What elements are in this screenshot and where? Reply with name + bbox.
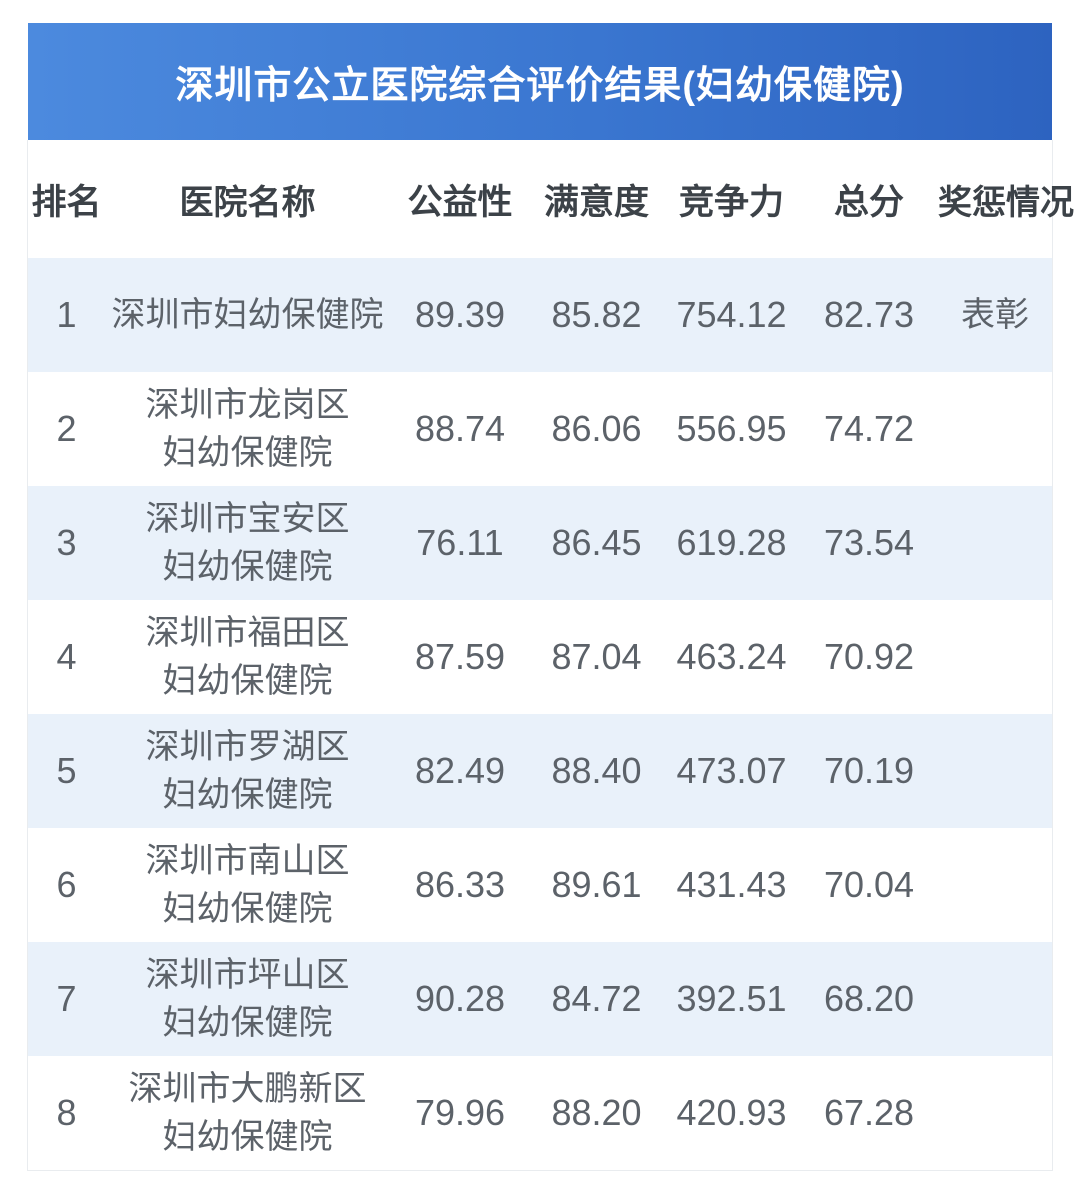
cell-satisfaction: 85.82 xyxy=(551,294,642,336)
column-header-competitiveness: 竞争力 xyxy=(678,182,784,222)
cell-competitiveness: 619.28 xyxy=(676,522,787,564)
cell-rank: 3 xyxy=(56,522,77,564)
column-header-satisfaction: 满意度 xyxy=(543,182,649,222)
cell-total-score: 70.04 xyxy=(823,864,915,906)
table-row: 3 深圳市宝安区 妇幼保健院 76.11 86.45 619.28 73.54 xyxy=(28,486,1052,600)
cell-public-welfare: 76.11 xyxy=(416,522,504,564)
cell-name: 深圳市宝安区 妇幼保健院 xyxy=(145,499,350,586)
cell-satisfaction: 86.06 xyxy=(551,408,642,450)
table-row: 2 深圳市龙岗区 妇幼保健院 88.74 86.06 556.95 74.72 xyxy=(28,372,1052,486)
cell-total-score: 82.73 xyxy=(823,294,915,336)
table-row: 1 深圳市妇幼保健院 89.39 85.82 754.12 82.73 表彰 xyxy=(28,258,1052,372)
cell-competitiveness: 556.95 xyxy=(676,408,787,450)
title-banner: 深圳市公立医院综合评价结果(妇幼保健院) xyxy=(28,23,1052,140)
cell-name: 深圳市龙岗区 妇幼保健院 xyxy=(145,385,350,472)
cell-public-welfare: 82.49 xyxy=(414,750,506,792)
column-header-rank: 排名 xyxy=(31,182,102,222)
cell-public-welfare: 87.59 xyxy=(414,636,506,678)
cell-total-score: 67.28 xyxy=(823,1092,915,1134)
column-header-total-score: 总分 xyxy=(833,182,904,222)
cell-name: 深圳市妇幼保健院 xyxy=(111,295,384,334)
cell-satisfaction: 86.45 xyxy=(551,522,642,564)
cell-name: 深圳市南山区 妇幼保健院 xyxy=(145,841,350,928)
cell-rank: 8 xyxy=(56,1092,77,1134)
cell-competitiveness: 463.24 xyxy=(676,636,787,678)
cell-public-welfare: 88.74 xyxy=(414,408,506,450)
cell-rank: 4 xyxy=(56,636,77,678)
cell-name: 深圳市福田区 妇幼保健院 xyxy=(145,613,350,700)
cell-public-welfare: 89.39 xyxy=(414,294,506,336)
cell-satisfaction: 87.04 xyxy=(551,636,642,678)
cell-total-score: 73.54 xyxy=(823,522,915,564)
page-title: 深圳市公立医院综合评价结果(妇幼保健院) xyxy=(175,65,905,107)
column-header-award: 奖惩情况 xyxy=(938,183,1074,222)
cell-total-score: 70.19 xyxy=(823,750,915,792)
cell-public-welfare: 90.28 xyxy=(414,978,506,1020)
cell-total-score: 70.92 xyxy=(823,636,915,678)
cell-rank: 2 xyxy=(56,408,77,450)
cell-rank: 7 xyxy=(56,978,77,1020)
cell-satisfaction: 88.40 xyxy=(551,750,642,792)
cell-satisfaction: 89.61 xyxy=(551,864,642,906)
cell-competitiveness: 420.93 xyxy=(676,1092,787,1134)
table-row: 7 深圳市坪山区 妇幼保健院 90.28 84.72 392.51 68.20 xyxy=(28,942,1052,1056)
table-row: 5 深圳市罗湖区 妇幼保健院 82.49 88.40 473.07 70.19 xyxy=(28,714,1052,828)
cell-competitiveness: 754.12 xyxy=(676,294,787,336)
table-body: 1 深圳市妇幼保健院 89.39 85.82 754.12 82.73 表彰 2 深圳市龙岗区 … xyxy=(28,258,1052,1170)
cell-name: 深圳市坪山区 妇幼保健院 xyxy=(145,955,350,1042)
cell-public-welfare: 79.96 xyxy=(414,1092,506,1134)
cell-total-score: 68.20 xyxy=(823,978,915,1020)
cell-competitiveness: 473.07 xyxy=(676,750,787,792)
table-row: 8 深圳市大鹏新区 妇幼保健院 79.96 88.20 420.93 67.28 xyxy=(28,1056,1052,1170)
column-header-name: 医院名称 xyxy=(179,183,316,222)
cell-rank: 6 xyxy=(56,864,77,906)
cell-total-score: 74.72 xyxy=(823,408,915,450)
cell-competitiveness: 392.51 xyxy=(676,978,787,1020)
table-header-row: 排名 医院名称 公益性 满意度 竞争力 总分 奖惩情况 xyxy=(28,140,1074,258)
table-row: 6 深圳市南山区 妇幼保健院 86.33 89.61 431.43 70.04 xyxy=(28,828,1052,942)
cell-competitiveness: 431.43 xyxy=(676,864,787,906)
column-header-public-welfare: 公益性 xyxy=(407,182,513,222)
cell-rank: 1 xyxy=(56,294,77,336)
cell-name: 深圳市罗湖区 妇幼保健院 xyxy=(145,727,350,814)
cell-public-welfare: 86.33 xyxy=(414,864,506,906)
evaluation-table: 排名 医院名称 公益性 满意度 竞争力 总分 奖惩情况 1 深圳市妇幼保健院 89.39 85.8… xyxy=(27,140,1074,1171)
cell-satisfaction: 88.20 xyxy=(551,1092,642,1134)
cell-name: 深圳市大鹏新区 妇幼保健院 xyxy=(128,1069,367,1156)
table-row: 4 深圳市福田区 妇幼保健院 87.59 87.04 463.24 70.92 xyxy=(28,600,1052,714)
cell-rank: 5 xyxy=(56,750,77,792)
cell-award: 表彰 xyxy=(961,295,1029,334)
cell-satisfaction: 84.72 xyxy=(551,978,642,1020)
